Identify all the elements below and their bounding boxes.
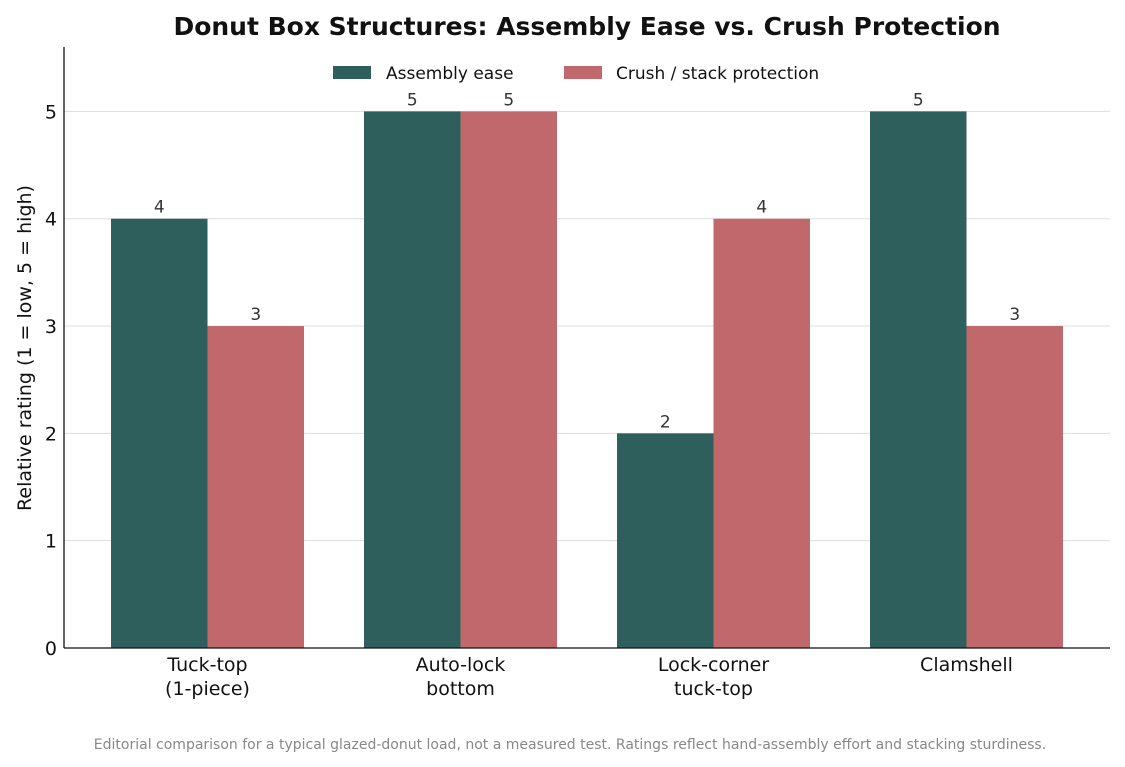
y-tick-label: 1 [45,531,57,553]
bar-assembly-ease [870,111,967,648]
y-tick-label: 0 [45,638,57,660]
bar-assembly-ease [617,433,714,648]
y-tick-label: 5 [45,101,57,123]
chart-title: Donut Box Structures: Assembly Ease vs. … [173,12,1000,41]
bar-crush-stack-protection [207,326,304,648]
data-label: 5 [503,90,514,110]
data-label: 5 [913,90,924,110]
data-label: 4 [154,198,165,218]
data-label: 2 [660,412,671,432]
bar-assembly-ease [364,111,461,648]
bar-crush-stack-protection [460,111,557,648]
legend-swatch [333,66,371,79]
y-tick-labels: 0 1 2 3 4 5 [45,101,57,660]
x-tick-label: Tuck-top (1-piece) [165,654,250,700]
data-labels: 4 3 5 5 2 4 5 3 [154,90,1020,432]
data-label: 3 [1009,305,1020,325]
y-tick-label: 3 [45,316,57,338]
bar-crush-stack-protection [713,218,810,648]
footnote: Editorial comparison for a typical glaze… [94,737,1046,753]
bar-assembly-ease [111,218,208,648]
x-tick-label: Clamshell [920,654,1013,676]
legend-label: Assembly ease [386,64,514,84]
y-tick-label: 4 [45,209,57,231]
data-label: 4 [756,198,767,218]
data-label: 3 [250,305,261,325]
legend-label: Crush / stack protection [616,64,819,84]
y-axis-label: Relative rating (1 = low, 5 = high) [14,185,36,511]
data-label: 5 [407,90,418,110]
x-tick-label: Auto-lock bottom [416,654,506,700]
bars [111,111,1063,648]
axes [63,47,1110,649]
bar-crush-stack-protection [966,326,1063,648]
legend: Assembly ease Crush / stack protection [333,64,819,84]
x-tick-labels: Tuck-top (1-piece) Auto-lock bottom Lock-cor… [165,654,1013,700]
legend-swatch [564,66,602,79]
y-tick-label: 2 [45,423,57,445]
x-tick-label: Lock-corner tuck-top [658,654,769,700]
